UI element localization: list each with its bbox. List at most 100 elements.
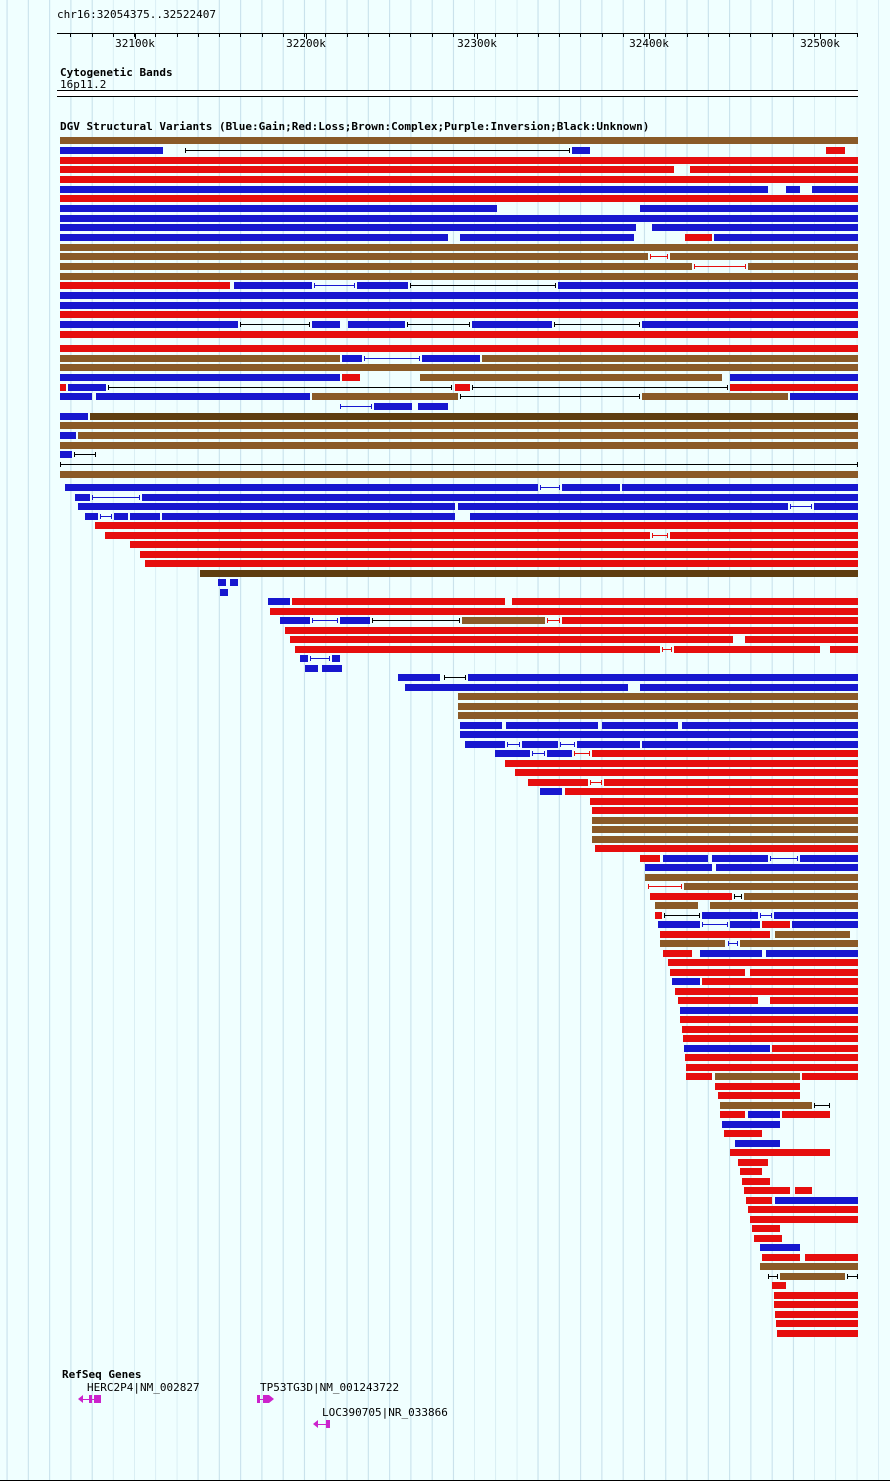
variant-bar[interactable] xyxy=(60,393,92,400)
variant-bar[interactable] xyxy=(604,779,858,786)
variant-bar[interactable] xyxy=(814,503,858,510)
variant-link-line[interactable] xyxy=(364,356,420,361)
variant-bar[interactable] xyxy=(312,321,340,328)
variant-bar[interactable] xyxy=(730,374,858,381)
variant-bar[interactable] xyxy=(740,940,858,947)
variant-bar[interactable] xyxy=(714,234,858,241)
variant-bar[interactable] xyxy=(590,798,858,805)
variant-bar[interactable] xyxy=(812,186,858,193)
variant-bar[interactable] xyxy=(774,1301,858,1308)
variant-bar[interactable] xyxy=(230,579,238,586)
variant-link-line[interactable] xyxy=(310,656,330,661)
variant-bar[interactable] xyxy=(712,855,768,862)
variant-bar[interactable] xyxy=(558,282,858,289)
variant-link-line[interactable] xyxy=(532,751,545,756)
variant-bar[interactable] xyxy=(322,665,342,672)
variant-bar[interactable] xyxy=(760,1263,858,1270)
variant-bar[interactable] xyxy=(792,921,858,928)
variant-bar[interactable] xyxy=(290,636,733,643)
variant-link-line[interactable] xyxy=(240,322,310,327)
variant-bar[interactable] xyxy=(655,902,698,909)
variant-bar[interactable] xyxy=(60,205,497,212)
variant-bar[interactable] xyxy=(332,655,340,662)
variant-bar[interactable] xyxy=(686,1064,858,1071)
variant-bar[interactable] xyxy=(60,234,448,241)
variant-bar[interactable] xyxy=(775,1197,858,1204)
variant-bar[interactable] xyxy=(60,451,72,458)
variant-bar[interactable] xyxy=(60,147,163,154)
variant-bar[interactable] xyxy=(826,147,845,154)
variant-bar[interactable] xyxy=(495,750,530,757)
variant-link-line[interactable] xyxy=(410,283,556,288)
variant-link-line[interactable] xyxy=(728,941,738,946)
variant-bar[interactable] xyxy=(60,311,858,318)
variant-bar[interactable] xyxy=(718,1092,800,1099)
variant-bar[interactable] xyxy=(60,292,858,299)
variant-bar[interactable] xyxy=(460,722,502,729)
variant-link-line[interactable] xyxy=(74,452,96,457)
variant-bar[interactable] xyxy=(295,646,660,653)
variant-link-line[interactable] xyxy=(314,283,355,288)
variant-bar[interactable] xyxy=(60,384,66,391)
variant-bar[interactable] xyxy=(60,355,340,362)
variant-bar[interactable] xyxy=(750,1216,858,1223)
variant-bar[interactable] xyxy=(795,1187,812,1194)
variant-bar[interactable] xyxy=(65,484,538,491)
variant-bar[interactable] xyxy=(682,722,858,729)
variant-bar[interactable] xyxy=(700,950,762,957)
variant-bar[interactable] xyxy=(458,712,858,719)
variant-bar[interactable] xyxy=(572,147,590,154)
variant-bar[interactable] xyxy=(218,579,226,586)
variant-bar[interactable] xyxy=(60,345,858,352)
variant-bar[interactable] xyxy=(85,513,98,520)
variant-bar[interactable] xyxy=(680,1007,858,1014)
variant-bar[interactable] xyxy=(312,393,458,400)
variant-bar[interactable] xyxy=(592,807,858,814)
variant-bar[interactable] xyxy=(720,1111,745,1118)
variant-bar[interactable] xyxy=(60,364,858,371)
variant-link-line[interactable] xyxy=(790,504,812,509)
variant-bar[interactable] xyxy=(744,1187,790,1194)
variant-link-line[interactable] xyxy=(734,894,742,899)
variant-link-line[interactable] xyxy=(652,533,668,538)
variant-link-line[interactable] xyxy=(60,462,858,467)
variant-bar[interactable] xyxy=(60,176,858,183)
variant-link-line[interactable] xyxy=(472,385,728,390)
variant-bar[interactable] xyxy=(460,234,634,241)
variant-bar[interactable] xyxy=(660,931,770,938)
variant-bar[interactable] xyxy=(340,617,370,624)
variant-bar[interactable] xyxy=(60,137,858,144)
gene-glyph[interactable] xyxy=(313,1420,330,1428)
variant-bar[interactable] xyxy=(774,1292,858,1299)
variant-bar[interactable] xyxy=(285,627,858,634)
variant-link-line[interactable] xyxy=(507,742,520,747)
variant-bar[interactable] xyxy=(348,321,405,328)
variant-bar[interactable] xyxy=(592,836,858,843)
variant-link-line[interactable] xyxy=(814,1103,830,1108)
variant-bar[interactable] xyxy=(685,1054,858,1061)
variant-bar[interactable] xyxy=(60,432,76,439)
variant-bar[interactable] xyxy=(740,1168,762,1175)
variant-bar[interactable] xyxy=(730,921,760,928)
variant-bar[interactable] xyxy=(398,674,440,681)
variant-bar[interactable] xyxy=(652,224,858,231)
variant-bar[interactable] xyxy=(280,617,310,624)
variant-bar[interactable] xyxy=(716,864,858,871)
variant-link-line[interactable] xyxy=(554,322,640,327)
variant-bar[interactable] xyxy=(663,950,692,957)
variant-bar[interactable] xyxy=(130,513,160,520)
variant-bar[interactable] xyxy=(60,442,858,449)
variant-link-line[interactable] xyxy=(650,254,668,259)
variant-bar[interactable] xyxy=(60,422,858,429)
variant-bar[interactable] xyxy=(672,978,700,985)
gene-glyph[interactable] xyxy=(78,1395,101,1403)
variant-link-line[interactable] xyxy=(694,264,746,269)
variant-bar[interactable] xyxy=(114,513,128,520)
variant-bar[interactable] xyxy=(776,1320,858,1327)
variant-bar[interactable] xyxy=(60,471,858,478)
variant-bar[interactable] xyxy=(547,750,572,757)
variant-bar[interactable] xyxy=(774,912,858,919)
variant-bar[interactable] xyxy=(678,997,758,1004)
variant-link-line[interactable] xyxy=(702,922,728,927)
variant-bar[interactable] xyxy=(60,166,674,173)
